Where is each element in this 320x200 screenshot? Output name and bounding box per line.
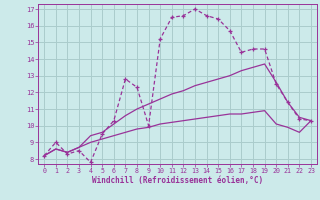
X-axis label: Windchill (Refroidissement éolien,°C): Windchill (Refroidissement éolien,°C): [92, 176, 263, 185]
